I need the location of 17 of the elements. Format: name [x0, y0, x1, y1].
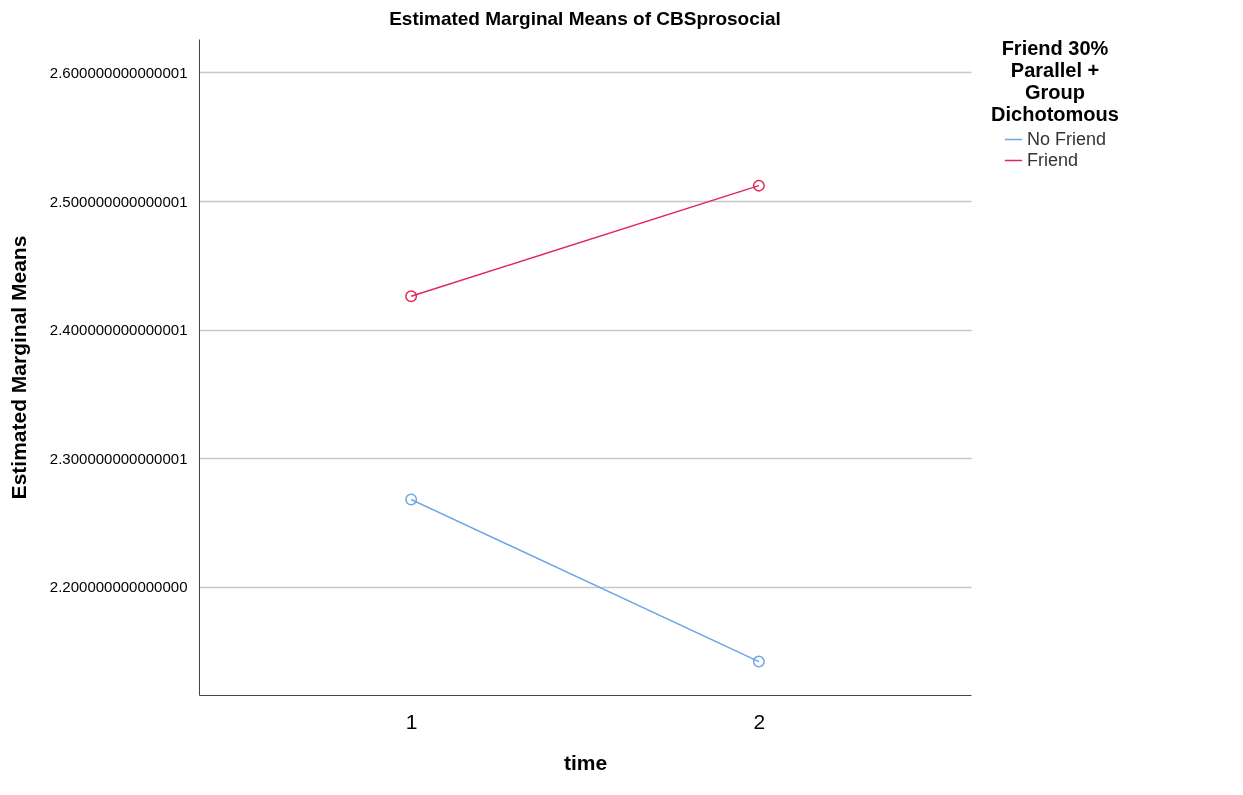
- y-tick-label: 2.200000000000000: [49, 578, 188, 596]
- point: [405, 493, 418, 506]
- legend-label: Friend: [1027, 149, 1079, 170]
- point: [752, 179, 765, 192]
- legend-label: No Friend: [1027, 128, 1107, 149]
- x-axis-title: time: [563, 750, 608, 774]
- y-tick-label: 2.600000000000001: [49, 63, 188, 81]
- x-tick-label: 2: [753, 709, 766, 733]
- x-tick-label: 1: [405, 709, 418, 733]
- y-axis-title: Estimated Marginal Means: [6, 235, 30, 500]
- point: [752, 655, 765, 668]
- y-tick-label: 2.500000000000001: [49, 192, 188, 210]
- legend-title: Friend 30% Parallel + Group Dichotomous: [991, 37, 1119, 125]
- chart-title: Estimated Marginal Means of CBSprosocial: [389, 8, 781, 29]
- y-tick-label: 2.400000000000001: [49, 321, 188, 339]
- y-tick-label: 2.300000000000001: [49, 449, 188, 467]
- point: [405, 290, 418, 303]
